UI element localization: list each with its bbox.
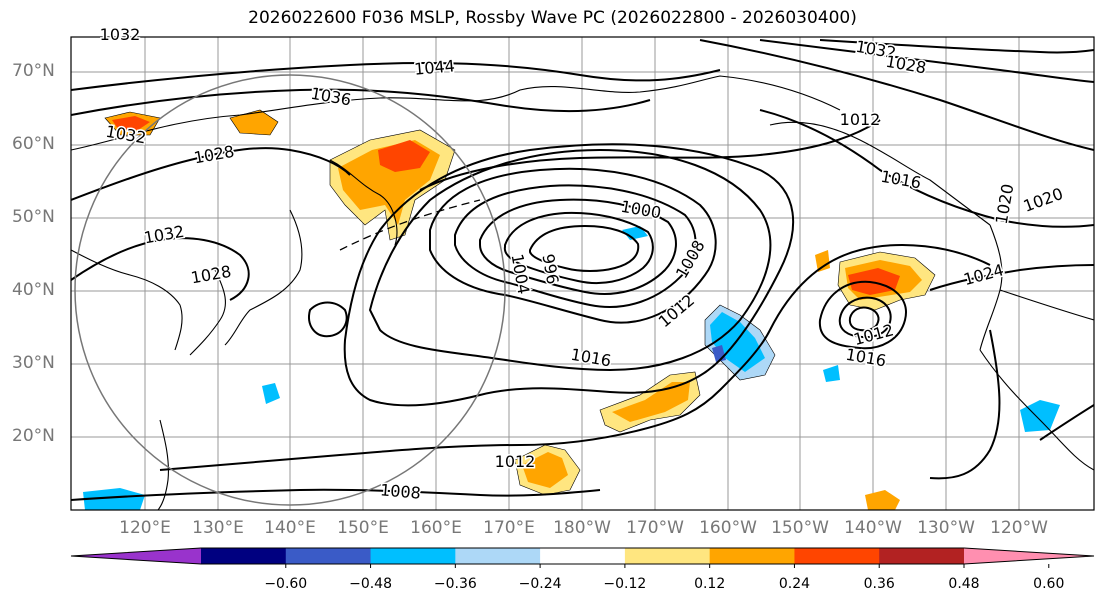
- anomaly-siberia-max: [378, 140, 430, 172]
- colorbar-tick-label: 0.60: [1033, 576, 1065, 592]
- latitude-label: 50°N: [12, 207, 55, 227]
- anomaly-central-core: [612, 382, 690, 422]
- isobar-ring-3: [479, 198, 677, 295]
- isobar-east-3: [1039, 404, 1094, 441]
- colorbar-segment: [624, 548, 711, 564]
- latitude-label: 20°N: [12, 426, 55, 446]
- colorbar-segment: [540, 548, 626, 564]
- longitude-label: 130°W: [917, 518, 975, 538]
- longitude-label: 160°W: [699, 518, 757, 538]
- isobar-west-2: [308, 301, 348, 338]
- isobar-ne-2: [759, 39, 1094, 83]
- colorbar-tick-label: 0.48: [948, 576, 980, 592]
- colorbar-tick-label: −0.12: [603, 576, 647, 592]
- neg-anomaly-3: [83, 488, 145, 510]
- colorbar-extend-min: [71, 548, 201, 564]
- colorbar-segment: [879, 548, 965, 564]
- latitude-label: 30°N: [12, 353, 55, 373]
- isobar-east-1: [929, 264, 1094, 291]
- isobar-ne-4: [759, 109, 1094, 228]
- isobar-1016: [343, 143, 795, 407]
- longitude-label: 140°E: [264, 518, 316, 538]
- colorbar-tick-label: 0.24: [778, 576, 811, 592]
- colorbar-segment: [794, 548, 880, 564]
- longitude-label: 140°W: [844, 518, 902, 538]
- map-border: [70, 36, 1095, 511]
- positive-anomaly-shading: [104, 109, 936, 510]
- isobar-1012: [159, 244, 991, 471]
- longitude-label: 160°E: [410, 518, 462, 538]
- longitude-label: 150°E: [337, 518, 389, 538]
- longitude-label: 170°E: [483, 518, 535, 538]
- colorbar-tick-label: −0.36: [433, 576, 477, 592]
- isobar-label: 1012: [495, 452, 536, 471]
- latitude-label: 40°N: [12, 280, 55, 300]
- colorbar-tick-label: −0.60: [264, 576, 308, 592]
- dashed-track: [339, 199, 481, 251]
- longitude-label: 120°W: [990, 518, 1048, 538]
- anomaly-upper: [229, 109, 279, 136]
- anomaly-south-core: [522, 452, 568, 488]
- colorbar-tick-label: −0.48: [349, 576, 392, 592]
- isobar-ring-5: [529, 224, 640, 272]
- isobar-gulf-1: [818, 280, 907, 350]
- colorbar-segment: [709, 548, 795, 564]
- isobar-ne-3: [819, 39, 1094, 54]
- colorbar: [70, 547, 1095, 568]
- isobar-ring-4: [503, 211, 654, 284]
- anomaly-gulf-max: [848, 268, 900, 295]
- isobar-north-4: [419, 119, 881, 191]
- latitude-label: 60°N: [12, 134, 55, 154]
- longitude-label: 120°E: [119, 518, 171, 538]
- chart-title: 2026022600 F036 MSLP, Rossby Wave PC (20…: [248, 8, 857, 28]
- longitude-label: 170°W: [626, 518, 684, 538]
- longitude-label: 180°W: [553, 518, 611, 538]
- anomaly-small-2: [815, 250, 830, 272]
- neg-anomaly-4: [1020, 400, 1060, 432]
- region-circle: [74, 74, 506, 506]
- colorbar-segment: [285, 548, 372, 564]
- colorbar-segment: [201, 548, 287, 564]
- neg-anomaly-1: [622, 226, 648, 240]
- isobar-north-2: [71, 88, 651, 116]
- colorbar-tick-label: 0.12: [694, 576, 726, 592]
- longitude-label: 130°E: [192, 518, 244, 538]
- anomaly-small-1: [865, 490, 900, 510]
- isobar-east-2: [929, 329, 1001, 480]
- isobar-gulf-2: [838, 296, 892, 339]
- latitude-label: 70°N: [12, 61, 55, 81]
- isobar-north-3: [71, 147, 351, 201]
- colorbar-segment: [370, 548, 456, 564]
- negative-anomaly-shading: [83, 226, 1060, 510]
- neg-anomaly-5: [823, 365, 840, 382]
- isobar-label: 1012: [840, 110, 881, 129]
- colorbar-tick-label: −0.24: [518, 576, 562, 592]
- graticule: [71, 37, 1094, 510]
- isobar-north-1: [71, 62, 721, 91]
- isobar-ring-6: [368, 148, 772, 372]
- neg-anomaly-2: [262, 383, 280, 404]
- colorbar-segment: [455, 548, 541, 564]
- isobar-label: 1044: [413, 56, 455, 78]
- colorbar-extend-max: [964, 548, 1094, 564]
- isobar-gulf-3: [848, 306, 880, 332]
- colorbar-outline: [70, 547, 1095, 565]
- isobar-west-1: [71, 237, 250, 301]
- isobar-ne-1: [699, 39, 1094, 151]
- isobar-label: 1008: [379, 480, 421, 502]
- isobar-label: 1032: [100, 25, 141, 44]
- isobar-1008: [71, 488, 601, 501]
- longitude-label: 150°W: [771, 518, 829, 538]
- anomaly-west-core: [112, 116, 150, 130]
- isobar-label: 996: [538, 252, 562, 285]
- colorbar-tick-label: 0.36: [863, 576, 895, 592]
